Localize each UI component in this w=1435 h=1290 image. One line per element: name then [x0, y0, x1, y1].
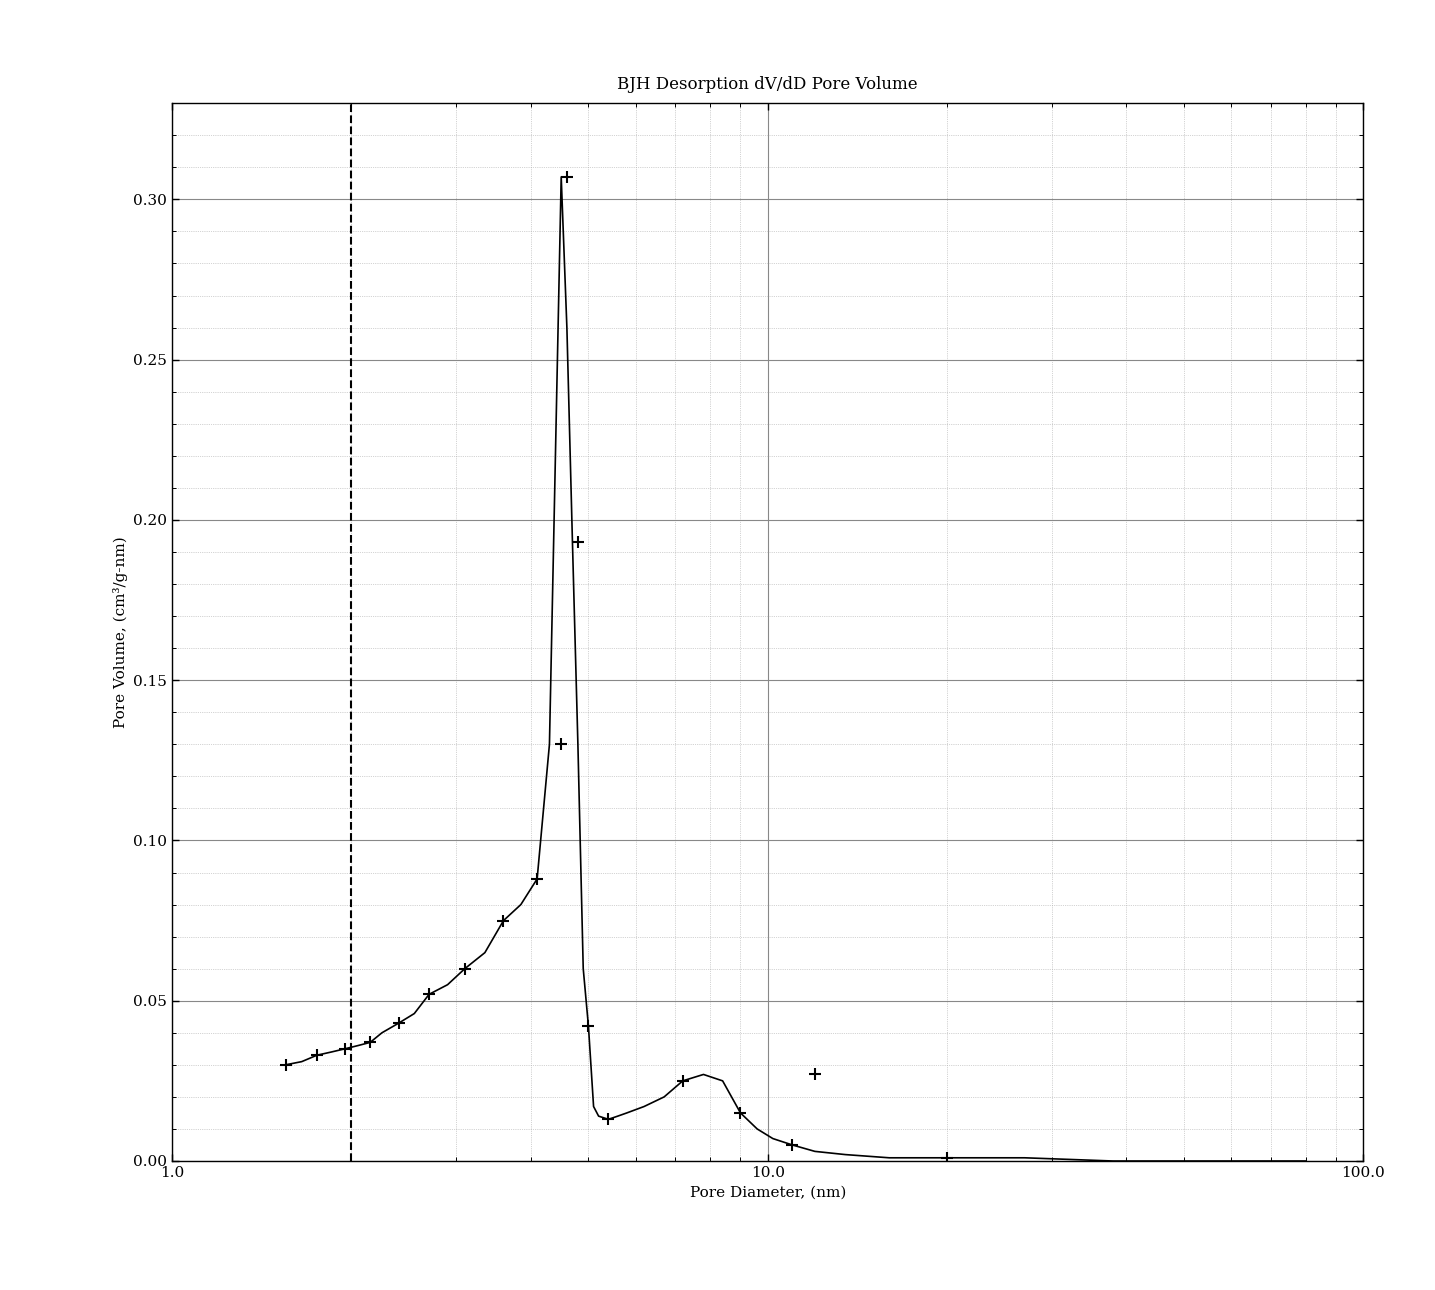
Y-axis label: Pore Volume, (cm³/g-nm): Pore Volume, (cm³/g-nm) [113, 537, 128, 728]
Title: BJH Desorption dV/dD Pore Volume: BJH Desorption dV/dD Pore Volume [617, 76, 918, 93]
X-axis label: Pore Diameter, (nm): Pore Diameter, (nm) [690, 1186, 845, 1200]
